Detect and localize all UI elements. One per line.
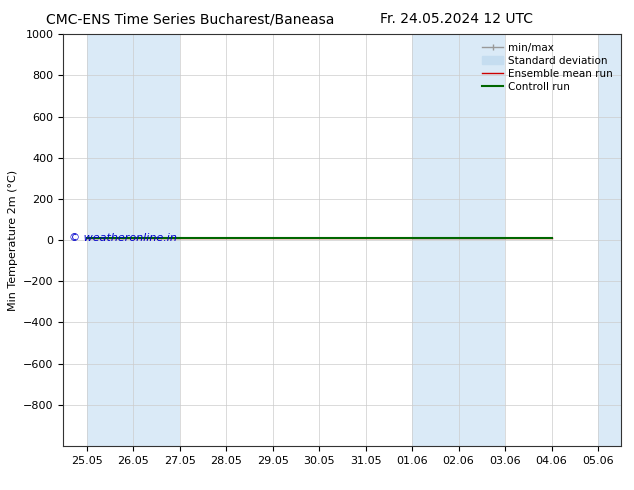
Bar <box>87 34 133 446</box>
Bar <box>412 34 458 446</box>
Legend: min/max, Standard deviation, Ensemble mean run, Controll run: min/max, Standard deviation, Ensemble me… <box>479 40 616 95</box>
Bar <box>458 34 505 446</box>
Bar <box>598 34 634 446</box>
Text: © weatheronline.in: © weatheronline.in <box>69 233 177 243</box>
Y-axis label: Min Temperature 2m (°C): Min Temperature 2m (°C) <box>8 170 18 311</box>
Text: Fr. 24.05.2024 12 UTC: Fr. 24.05.2024 12 UTC <box>380 12 533 26</box>
Text: CMC-ENS Time Series Bucharest/Baneasa: CMC-ENS Time Series Bucharest/Baneasa <box>46 12 334 26</box>
Bar <box>133 34 179 446</box>
